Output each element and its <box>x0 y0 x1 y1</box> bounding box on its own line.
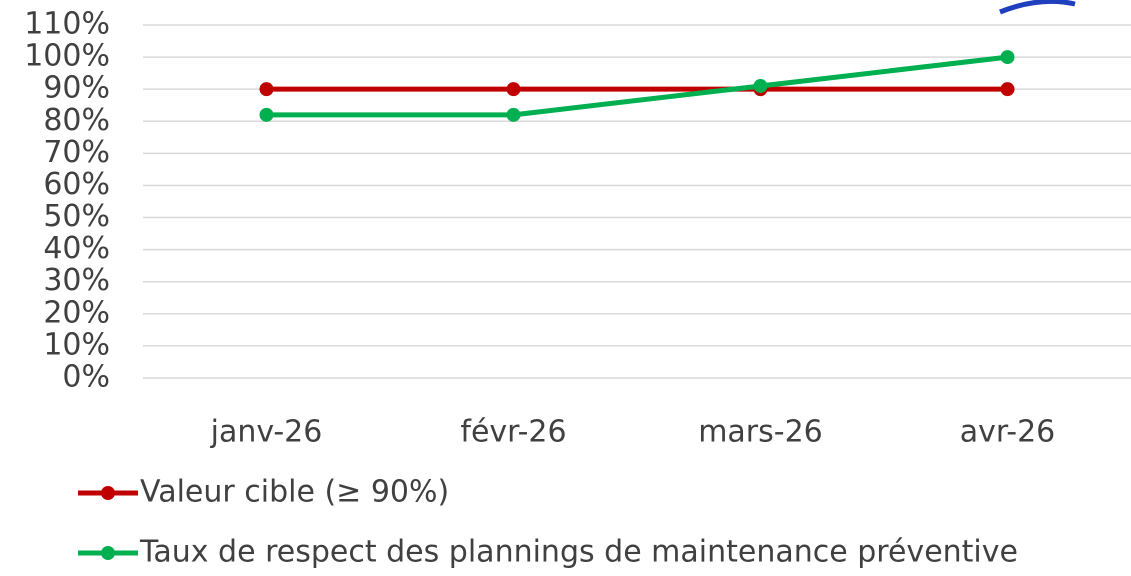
point <box>259 107 274 122</box>
point <box>1000 82 1015 97</box>
y-tick-label: 80% <box>43 103 110 138</box>
point <box>753 78 768 93</box>
x-tick-label: janv-26 <box>210 415 323 450</box>
legend-marker <box>101 546 115 560</box>
decoration <box>999 0 1076 15</box>
point <box>259 82 274 97</box>
y-tick-label: 40% <box>43 231 110 266</box>
x-tick-label: avr-26 <box>960 415 1056 450</box>
y-tick-label: 110% <box>24 7 110 42</box>
legend-label: Valeur cible (≥ 90%) <box>140 475 449 510</box>
y-tick-label: 20% <box>43 295 110 330</box>
point <box>506 107 521 122</box>
legend-label: Taux de respect des plannings de mainten… <box>139 535 1018 570</box>
point <box>1000 50 1015 65</box>
y-tick-label: 30% <box>43 263 110 298</box>
y-tick-label: 70% <box>43 135 110 170</box>
y-tick-label: 10% <box>43 327 110 362</box>
y-tick-label: 50% <box>43 199 110 234</box>
series-line <box>266 54 1008 118</box>
y-tick-label: 60% <box>43 167 110 202</box>
legend-marker <box>101 486 115 500</box>
point <box>506 82 521 97</box>
y-tick-label: 90% <box>43 71 110 106</box>
y-tick-label: 0% <box>62 360 110 395</box>
y-tick-label: 100% <box>24 39 110 74</box>
x-tick-label: mars-26 <box>698 415 823 450</box>
x-tick-label: févr-26 <box>460 415 566 450</box>
